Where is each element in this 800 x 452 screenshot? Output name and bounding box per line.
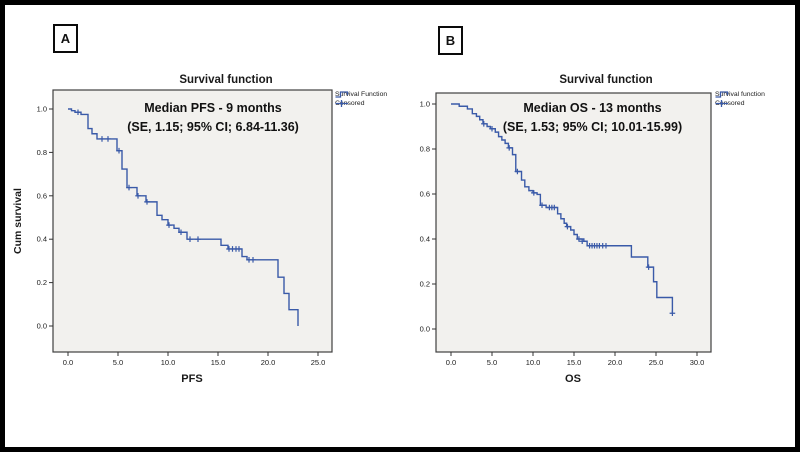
x-tick-label: 15.0 (567, 358, 582, 367)
x-tick-label: 5.0 (487, 358, 497, 367)
panel-b-letter-box: B (438, 26, 463, 55)
legend-item-label: Censored (715, 100, 745, 107)
step-line-icon (335, 91, 349, 98)
panel-b-annotation: Median OS - 13 months (SE, 1.53; 95% CI;… (470, 99, 715, 137)
x-tick-label: 20.0 (608, 358, 623, 367)
plot-area (52, 89, 333, 353)
legend-item: Censored (335, 100, 387, 107)
panel-a-legend: Survival Function Censored (335, 91, 387, 107)
x-tick-label: 30.0 (690, 358, 705, 367)
x-tick-label: 20.0 (261, 358, 276, 367)
panel-b-survival-plot: OS 0.0 5.0 10.0 15.0 20.0 25.0 30.01.00.80.60.… (420, 92, 712, 385)
axis-tick-labels: 0.0 5.0 10.0 15.0 20.0 25.0 30.0 1.0 0.8 0.6 0.4 0.… (420, 100, 705, 368)
axis-ticks (49, 108, 319, 356)
x-tick-label: 0.0 (446, 358, 456, 367)
axis-ticks (432, 103, 698, 356)
y-axis-label: Cum survival (12, 188, 24, 254)
annotation-line2: (SE, 1.53; 95% CI; 10.01-15.99) (502, 119, 683, 134)
y-tick-label: 0.2 (420, 280, 430, 289)
survival-curve (68, 108, 299, 326)
y-tick-label: 1.0 (420, 100, 430, 109)
censor-marks (481, 121, 676, 317)
x-tick-label: 25.0 (649, 358, 664, 367)
x-tick-label: 10.0 (161, 358, 176, 367)
annotation-line1: Median OS - 13 months (523, 101, 662, 115)
y-tick-label: 0.0 (420, 325, 430, 334)
legend-item-label: Survival Function (335, 91, 388, 98)
panel-b-legend: Survival function Censored (715, 91, 765, 107)
y-tick-label: 0.4 (37, 235, 47, 244)
legend-item-label: Censored (335, 100, 365, 107)
x-axis-label: PFS (181, 373, 202, 385)
plot-area (435, 92, 712, 353)
legend-item: Censored (715, 100, 765, 107)
annotation-line2: (SE, 1.15; 95% CI; 6.84-11.36) (127, 119, 299, 134)
panel-a-survival-plot: PFS 0.0 5.0 10.0 15.0 20.0 25.01.00.80.60.40.… (37, 89, 333, 385)
legend-item-label: Survival function (715, 91, 765, 98)
y-tick-label: 0.0 (37, 322, 47, 331)
x-tick-label: 15.0 (211, 358, 226, 367)
y-tick-label: 0.6 (420, 190, 430, 199)
panel-b-chart-title: Survival function (559, 74, 653, 86)
y-tick-label: 0.4 (420, 235, 430, 244)
plus-censor-icon (335, 100, 348, 107)
panel-a-chart-title: Survival function (179, 74, 273, 86)
x-tick-label: 10.0 (526, 358, 541, 367)
legend-item: Survival Function (335, 91, 387, 98)
panel-a-annotation: Median PFS - 9 months (SE, 1.15; 95% CI;… (88, 99, 338, 137)
axis-tick-labels: 0.0 5.0 10.0 15.0 20.0 25.0 1.0 0.8 0.6 0.4 0.2 0.0 (37, 105, 326, 368)
x-tick-label: 25.0 (311, 358, 326, 367)
x-tick-label: 5.0 (113, 358, 123, 367)
censor-marks (75, 109, 256, 263)
step-line-icon (715, 91, 729, 98)
annotation-line1: Median PFS - 9 months (144, 101, 282, 115)
y-tick-label: 0.8 (37, 148, 47, 157)
plus-censor-icon (715, 100, 728, 107)
panel-a-letter: A (60, 31, 71, 46)
x-tick-label: 0.0 (63, 358, 73, 367)
panel-b-letter: B (445, 33, 456, 48)
x-axis-label: OS (565, 373, 581, 385)
y-tick-label: 0.6 (37, 191, 47, 200)
panel-a-letter-box: A (53, 24, 78, 53)
legend-item: Survival function (715, 91, 765, 98)
y-tick-label: 0.2 (37, 278, 47, 287)
y-tick-label: 1.0 (37, 105, 47, 114)
y-tick-label: 0.8 (420, 145, 430, 154)
